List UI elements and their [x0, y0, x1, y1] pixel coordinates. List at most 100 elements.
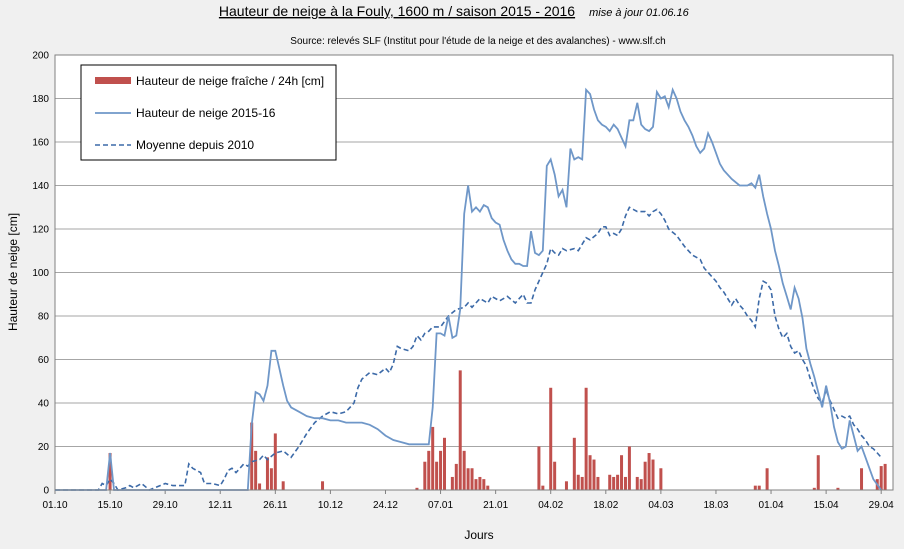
fresh-snow-bar: [254, 450, 258, 490]
fresh-snow-bar: [454, 463, 458, 490]
fresh-snow-bar: [612, 476, 616, 490]
fresh-snow-bar: [537, 446, 541, 490]
legend-label-average: Moyenne depuis 2010: [136, 138, 254, 152]
fresh-snow-bar: [608, 474, 612, 490]
fresh-snow-bar: [427, 450, 431, 490]
fresh-snow-bar: [482, 479, 486, 490]
x-tick-label: 24.12: [373, 500, 398, 511]
x-tick-label: 29.04: [869, 500, 894, 511]
y-tick-label: 120: [32, 225, 49, 236]
fresh-snow-bar: [836, 487, 840, 490]
fresh-snow-bar: [564, 481, 568, 490]
x-tick-label: 10.12: [318, 500, 343, 511]
y-tick-label: 0: [43, 486, 49, 497]
fresh-snow-bar: [623, 476, 627, 490]
plot-border: [54, 54, 894, 491]
y-tick-label: 60: [38, 355, 50, 366]
y-tick-label: 100: [32, 268, 49, 279]
legend-label-season: Hauteur de neige 2015-16: [136, 106, 276, 120]
season-line: [55, 86, 882, 491]
legend: Hauteur de neige fraîche / 24h [cm] Haut…: [80, 64, 337, 161]
fresh-snow-bar: [265, 457, 269, 490]
fresh-snow-bar: [635, 476, 639, 490]
chart-title-update: mise à jour 01.06.16: [589, 7, 690, 19]
x-tick-label: 29.10: [153, 500, 178, 511]
fresh-snow-bar: [647, 453, 651, 490]
x-tick-label: 26.11: [263, 500, 288, 511]
fresh-snow-bar: [281, 481, 285, 490]
fresh-snow-bar: [439, 450, 443, 490]
fresh-snow-bar: [627, 446, 631, 490]
fresh-snow-bar: [616, 474, 620, 490]
x-axis-label: Jours: [464, 528, 493, 542]
fresh-snow-bar: [321, 481, 325, 490]
fresh-snow-bar: [442, 437, 446, 490]
fresh-snow-bar: [584, 387, 588, 490]
fresh-snow-bar: [450, 476, 454, 490]
y-tick-label: 140: [32, 181, 49, 192]
fresh-snow-bar: [753, 485, 757, 490]
x-tick-label: 15.10: [98, 500, 123, 511]
fresh-snow-bar: [431, 426, 435, 490]
fresh-snow-bar: [757, 485, 761, 490]
x-axis-ticks: 01.10 15.10 29.10 12.11 26.11 10.12 24.12 07.01…: [42, 490, 894, 511]
fresh-snow-bar: [108, 453, 112, 490]
chart-title: Hauteur de neige à la Fouly, 1600 m / sa…: [219, 3, 690, 47]
fresh-snow-bar: [486, 485, 490, 490]
y-axis-label: Hauteur de neige [cm]: [6, 213, 20, 331]
chart-title-main: Hauteur de neige à la Fouly, 1600 m / sa…: [219, 3, 575, 19]
fresh-snow-bar: [651, 459, 655, 490]
fresh-snow-bar: [273, 433, 277, 490]
legend-swatch-fresh-snow: [95, 77, 131, 84]
fresh-snow-bar: [659, 468, 663, 490]
y-tick-label: 40: [38, 399, 50, 410]
fresh-snow-bar: [458, 370, 462, 490]
x-tick-label: 07.01: [428, 500, 453, 511]
average-line: [55, 206, 882, 491]
y-tick-label: 180: [32, 94, 49, 105]
fresh-snow-bar: [269, 468, 273, 490]
x-tick-label: 01.10: [42, 500, 67, 511]
fresh-snow-bar: [588, 455, 592, 490]
fresh-snow-bar: [812, 487, 816, 490]
fresh-snow-bar: [879, 466, 883, 490]
chart-subtitle: Source: relevés SLF (Institut pour l'étu…: [290, 36, 665, 47]
x-tick-label: 18.02: [593, 500, 618, 511]
legend-label-fresh-snow: Hauteur de neige fraîche / 24h [cm]: [136, 74, 324, 88]
fresh-snow-bar: [423, 461, 427, 490]
y-tick-label: 160: [32, 138, 49, 149]
y-tick-label: 200: [32, 51, 49, 62]
fresh-snow-bar: [620, 455, 624, 490]
x-tick-label: 21.01: [483, 500, 508, 511]
fresh-snow-bar: [474, 479, 478, 490]
fresh-snow-bar: [466, 468, 470, 490]
fresh-snow-bar: [816, 455, 820, 490]
fresh-snow-bar: [250, 422, 254, 490]
fresh-snow-bars: [108, 370, 887, 490]
fresh-snow-bar: [639, 479, 643, 490]
fresh-snow-bar: [541, 485, 545, 490]
fresh-snow-bar: [643, 461, 647, 490]
fresh-snow-bar: [553, 461, 557, 490]
y-axis-ticks: 0 20 40 60 80 100 120 140 160 180 200: [32, 51, 49, 497]
fresh-snow-bar: [765, 468, 769, 490]
x-tick-label: 04.03: [648, 500, 673, 511]
fresh-snow-bar: [576, 474, 580, 490]
x-tick-label: 18.03: [703, 500, 728, 511]
fresh-snow-bar: [883, 463, 887, 490]
fresh-snow-bar: [435, 461, 439, 490]
x-tick-label: 12.11: [208, 500, 233, 511]
fresh-snow-bar: [258, 483, 262, 490]
fresh-snow-bar: [462, 450, 466, 490]
fresh-snow-bar: [549, 387, 553, 490]
fresh-snow-bar: [478, 476, 482, 490]
y-tick-label: 80: [38, 312, 50, 323]
fresh-snow-bar: [860, 468, 864, 490]
x-tick-label: 04.02: [538, 500, 563, 511]
x-tick-label: 01.04: [759, 500, 784, 511]
fresh-snow-bar: [592, 459, 596, 490]
fresh-snow-bar: [580, 476, 584, 490]
fresh-snow-bar: [470, 468, 474, 490]
x-tick-label: 15.04: [814, 500, 839, 511]
